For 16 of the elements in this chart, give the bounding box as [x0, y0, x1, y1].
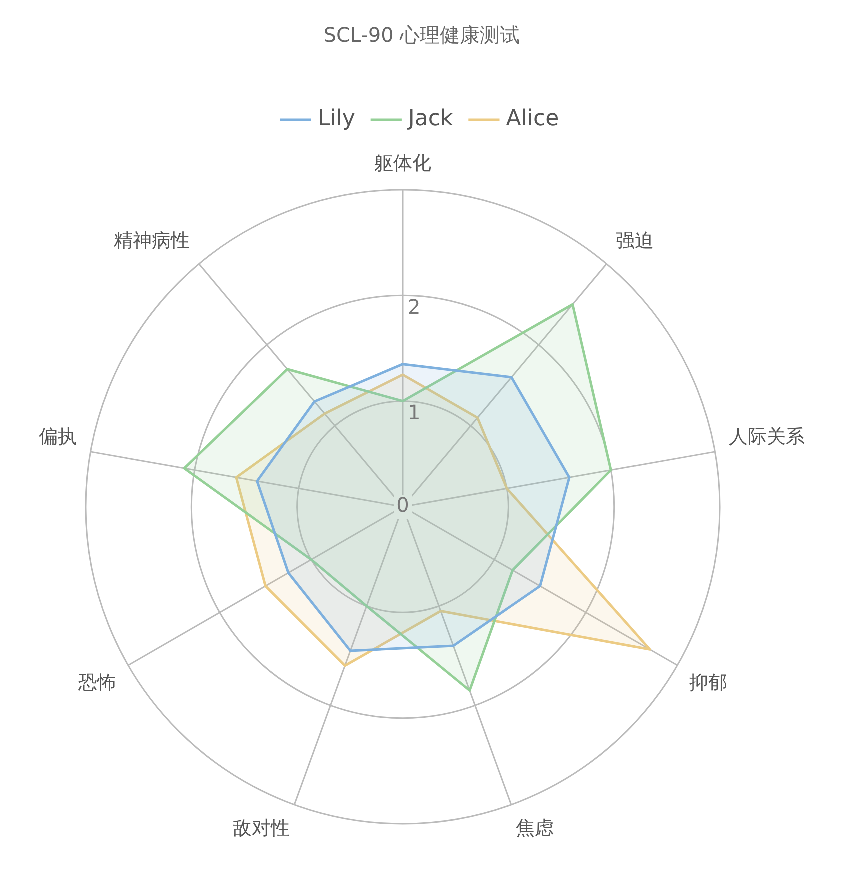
spoke-label: 焦虑 [516, 817, 554, 840]
y-tick-label: 0 [396, 493, 410, 518]
legend-label: Lily [318, 106, 356, 132]
spoke-label: 躯体化 [374, 152, 432, 175]
legend-label: Alice [506, 106, 560, 132]
spoke-label: 强迫 [616, 230, 654, 252]
spoke-label: 敌对性 [232, 817, 290, 840]
chart-title: SCL-90 心理健康测试 [324, 23, 520, 48]
spoke-label: 恐怖 [77, 672, 116, 694]
spoke-label: 人际关系 [729, 426, 805, 448]
legend-label: Jack [406, 106, 454, 132]
spoke-label: 精神病性 [114, 230, 190, 252]
spoke-label: 偏执 [39, 426, 77, 448]
y-tick-label: 1 [408, 400, 421, 425]
y-tick-label: 2 [408, 294, 421, 319]
spoke-label: 抑郁 [690, 672, 728, 694]
